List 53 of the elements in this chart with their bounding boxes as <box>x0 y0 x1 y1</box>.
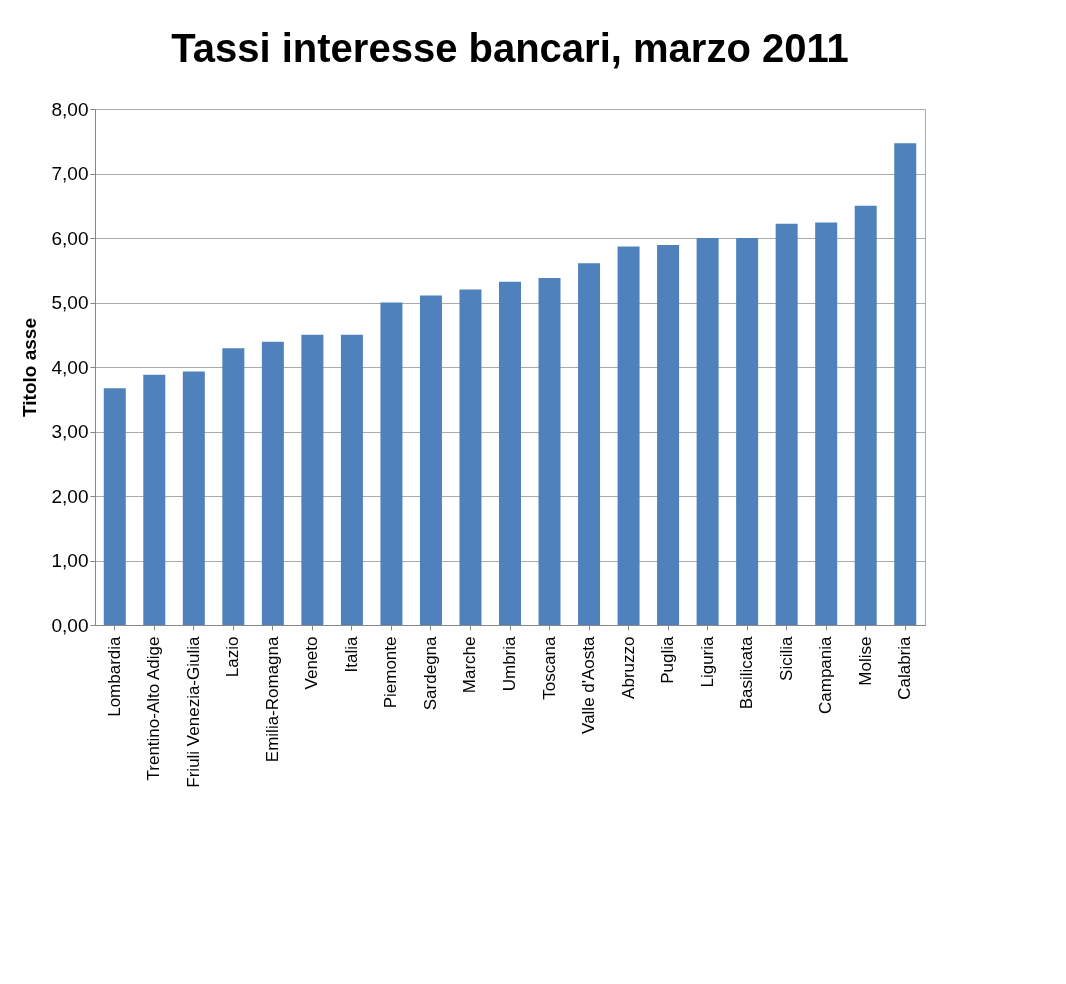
y-tick-label: 7,00 <box>51 163 89 184</box>
y-tick-label: 6,00 <box>51 227 89 249</box>
x-tick-label: Trentino-Alto Adige <box>144 636 164 781</box>
bar <box>340 334 363 625</box>
x-tick-label: Friuli Venezia-Giulia <box>183 635 203 788</box>
x-tick-label: Piemonte <box>381 636 401 709</box>
bar <box>657 245 680 625</box>
x-tick-label: Campania <box>816 635 836 714</box>
bar <box>459 289 482 625</box>
y-tick-label: 4,00 <box>51 356 89 378</box>
y-tick-label: 0,00 <box>51 614 89 636</box>
x-tick-label: Valle d'Aosta <box>579 635 599 734</box>
y-tick-label: 2,00 <box>51 485 89 507</box>
chart-title: Tassi interesse bancari, marzo 2011 <box>171 26 849 70</box>
x-tick-label: Veneto <box>302 636 322 690</box>
bar <box>143 374 166 625</box>
x-tick-label: Italia <box>341 635 361 673</box>
bar <box>261 341 284 625</box>
y-tick-label: 5,00 <box>51 292 89 313</box>
x-tick-label: Toscana <box>539 635 559 700</box>
x-tick-label: Marche <box>460 636 480 694</box>
bar <box>617 246 640 625</box>
x-tick-label: Basilicata <box>737 635 757 710</box>
bar <box>380 302 403 625</box>
bar <box>854 205 877 625</box>
x-tick-label: Emilia-Romagna <box>262 635 282 763</box>
x-tick-label: Calabria <box>895 635 915 700</box>
y-tick-label: 8,00 <box>51 98 89 120</box>
x-tick-label: Liguria <box>697 635 717 688</box>
x-tick-label: Sardegna <box>420 635 440 711</box>
x-tick-label: Umbria <box>500 635 519 692</box>
bar <box>419 295 442 625</box>
bar <box>538 277 561 625</box>
bar <box>578 263 601 625</box>
y-axis-title: Titolo asse <box>18 318 40 417</box>
bar <box>499 281 521 625</box>
x-tick-label: Sicilia <box>776 635 796 681</box>
x-tick-label: Lazio <box>223 636 243 678</box>
x-tick-label: Molise <box>855 636 875 686</box>
bar <box>894 143 917 625</box>
bar <box>696 238 719 625</box>
x-tick-label: Lombardia <box>104 635 124 717</box>
bar <box>301 334 324 625</box>
x-tick-label: Puglia <box>658 635 678 684</box>
y-tick-label: 1,00 <box>51 550 89 571</box>
y-tick-label: 3,00 <box>51 421 89 442</box>
bar <box>103 388 126 625</box>
bar <box>775 223 798 625</box>
x-tick-label: Abruzzo <box>618 636 638 699</box>
bar <box>736 238 759 625</box>
bar <box>815 222 838 625</box>
bar <box>222 348 245 625</box>
bar <box>182 371 205 625</box>
